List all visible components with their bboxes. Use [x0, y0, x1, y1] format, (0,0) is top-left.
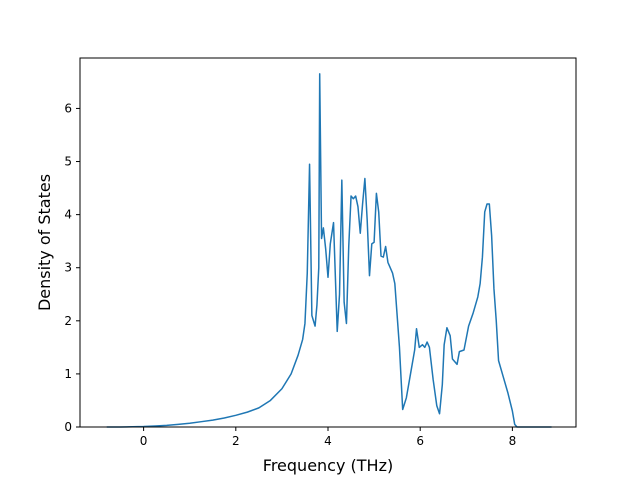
y-axis-label: Density of States — [35, 174, 54, 311]
plot-area — [106, 73, 552, 428]
y-axis-ticks: 0 1 2 3 4 5 6 — [64, 101, 80, 434]
axes-frame — [79, 57, 577, 428]
series-line-0 — [106, 73, 552, 428]
x-tick-label: 8 — [509, 434, 517, 448]
y-tick-label: 0 — [64, 420, 72, 434]
y-tick-label: 2 — [64, 314, 72, 328]
y-tick-label: 5 — [64, 155, 72, 169]
y-tick-label: 1 — [64, 367, 72, 381]
x-tick-label: 0 — [140, 434, 148, 448]
x-tick-label: 6 — [416, 434, 424, 448]
y-tick-label: 6 — [64, 101, 72, 115]
x-tick-label: 2 — [232, 434, 240, 448]
x-axis-ticks: 0 2 4 6 8 — [140, 427, 516, 448]
y-tick-label: 4 — [64, 208, 72, 222]
x-axis-label: Frequency (THz) — [263, 456, 393, 475]
y-tick-label: 3 — [64, 261, 72, 275]
x-tick-label: 4 — [324, 434, 332, 448]
